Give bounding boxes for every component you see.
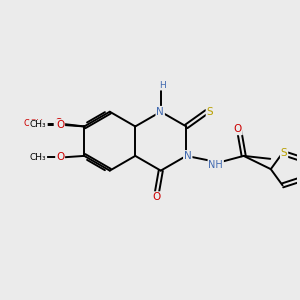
Text: CH₃: CH₃ xyxy=(30,153,46,162)
Text: N: N xyxy=(184,151,192,161)
Text: CH₃: CH₃ xyxy=(30,121,46,130)
Text: O: O xyxy=(56,120,64,130)
Text: H: H xyxy=(159,81,166,90)
Text: OCH₃: OCH₃ xyxy=(23,119,47,128)
Text: S: S xyxy=(281,148,287,158)
Text: O: O xyxy=(56,152,64,162)
Text: N: N xyxy=(156,107,164,117)
Text: S: S xyxy=(206,107,213,117)
Text: O: O xyxy=(55,118,63,128)
Text: O: O xyxy=(152,192,160,202)
Text: O: O xyxy=(234,124,242,134)
Text: NH: NH xyxy=(208,160,223,170)
